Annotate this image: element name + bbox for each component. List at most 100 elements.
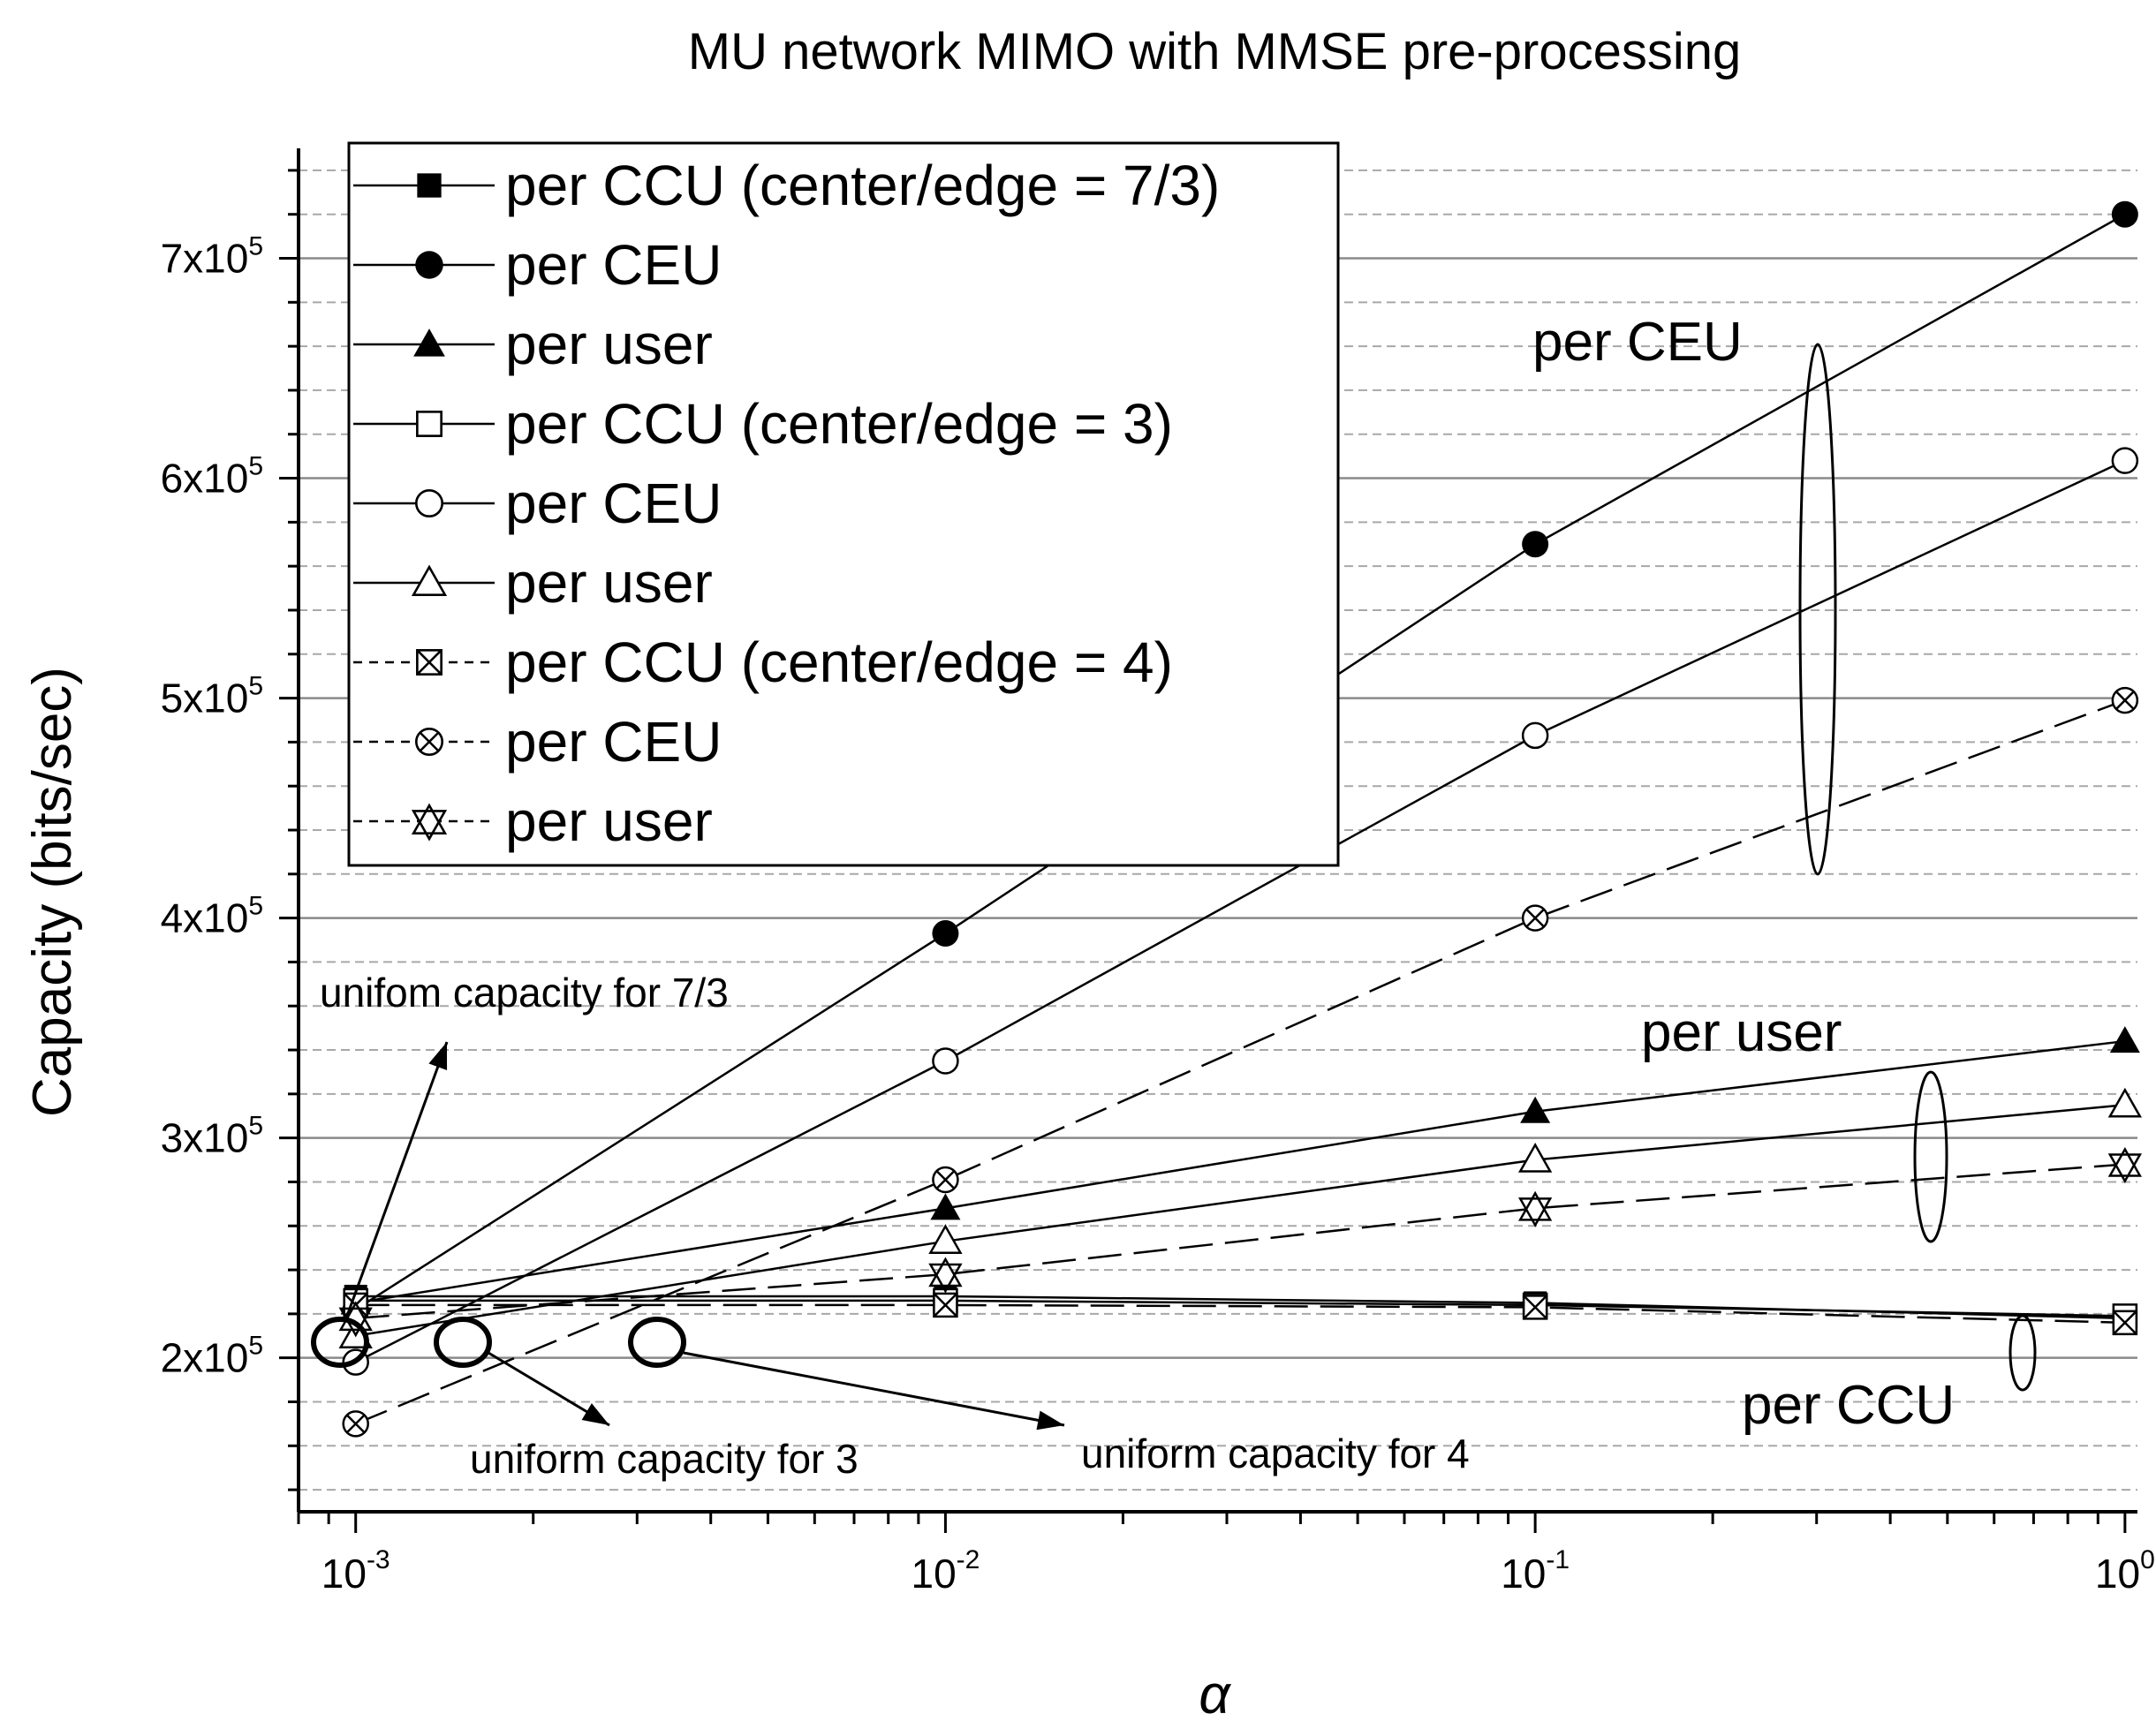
marker-cross bbox=[1525, 908, 1546, 928]
marker-cross bbox=[935, 1170, 956, 1189]
data-point-s9 bbox=[928, 1257, 963, 1294]
marker-shape bbox=[1517, 1143, 1553, 1173]
x-tick-label: 100 bbox=[2095, 1545, 2155, 1597]
legend-entry-3: per user bbox=[353, 313, 713, 376]
marker-cross bbox=[2114, 691, 2135, 710]
marker-shape bbox=[932, 1047, 959, 1075]
group-ellipse-ccu bbox=[2008, 1314, 2037, 1392]
data-point-s8 bbox=[1521, 904, 1549, 932]
x-tick-label: 10-3 bbox=[322, 1545, 390, 1597]
marker-shape bbox=[413, 328, 445, 357]
legend-marker bbox=[411, 803, 448, 842]
y-axis-title: Capacity (bits/sec) bbox=[22, 667, 83, 1117]
arrow-shaft bbox=[345, 1041, 449, 1317]
arrow-7-3 bbox=[345, 1041, 449, 1317]
marker-cross bbox=[345, 1414, 366, 1434]
arrow-head bbox=[428, 1042, 448, 1070]
data-point-s7 bbox=[2112, 1310, 2138, 1336]
annot-uniform-4: uniform capacity for 4 bbox=[1081, 1431, 1470, 1476]
series-line-5 bbox=[355, 459, 2126, 1363]
series-line-9 bbox=[355, 1163, 2125, 1320]
group-label-ccu: per CCU bbox=[1742, 1375, 1955, 1436]
data-point-s7 bbox=[933, 1292, 958, 1318]
marker-shape bbox=[2107, 1087, 2142, 1118]
x-tick-label: 10-1 bbox=[1501, 1545, 1570, 1597]
marker-shape bbox=[1520, 1096, 1551, 1123]
arrow-shaft bbox=[683, 1351, 1065, 1427]
legend-marker bbox=[415, 251, 443, 279]
legend-marker bbox=[417, 173, 442, 198]
group-label-ceu: per CEU bbox=[1532, 312, 1743, 373]
group-ellipse-ceu bbox=[1798, 343, 1837, 876]
group-label-user: per user bbox=[1641, 1002, 1842, 1063]
uniform-marker-4 bbox=[628, 1317, 686, 1368]
data-point-s6 bbox=[2107, 1087, 2142, 1118]
annotations: unifom capacity for 7/3 uniform capacity … bbox=[311, 312, 2037, 1482]
legend-label: per user bbox=[505, 551, 713, 615]
data-point-s9 bbox=[2107, 1146, 2142, 1184]
data-point-s8 bbox=[342, 1410, 369, 1438]
marker-shape bbox=[1521, 721, 1549, 750]
marker-cross bbox=[411, 810, 448, 842]
arrow-head bbox=[1036, 1410, 1064, 1431]
marker-cross bbox=[928, 1263, 963, 1294]
arrow-4 bbox=[683, 1351, 1065, 1431]
marker-cross bbox=[2107, 1153, 2142, 1184]
legend-entry-6: per user bbox=[353, 551, 713, 615]
y-tick-label: 3x105 bbox=[161, 1112, 263, 1161]
series-markers bbox=[338, 200, 2142, 1438]
legend-entry-1: per CCU (center/edge = 7/3) bbox=[353, 154, 1220, 217]
y-tick-label: 5x105 bbox=[161, 672, 263, 721]
series-line-3 bbox=[355, 1039, 2125, 1304]
data-point-s7 bbox=[1522, 1295, 1548, 1320]
legend-entry-7: per CCU (center/edge = 4) bbox=[353, 630, 1173, 694]
marker-cross bbox=[933, 1293, 958, 1318]
x-axis-ticks: 10-3 10-2 10-1 100 bbox=[297, 1512, 2155, 1597]
marker-shape bbox=[2109, 1026, 2140, 1053]
series-lines bbox=[355, 213, 2126, 1425]
legend-entry-5: per CEU bbox=[353, 472, 722, 535]
data-point-s5 bbox=[2111, 447, 2139, 474]
legend-marker bbox=[413, 328, 445, 357]
data-point-s5 bbox=[1521, 721, 1549, 750]
legend-marker bbox=[414, 727, 444, 757]
x-tick-label: 10-2 bbox=[911, 1545, 980, 1597]
data-point-s2 bbox=[2111, 200, 2138, 228]
marker-cross bbox=[416, 649, 443, 676]
group-ellipse-user bbox=[1913, 1070, 1948, 1243]
legend-marker bbox=[414, 488, 444, 518]
data-point-s6 bbox=[1517, 1143, 1553, 1173]
legend-entry-4: per CCU (center/edge = 3) bbox=[353, 392, 1173, 456]
series-line-4 bbox=[355, 1299, 2125, 1318]
data-point-s3 bbox=[1520, 1096, 1551, 1123]
data-point-s6 bbox=[928, 1224, 963, 1254]
marker-cross bbox=[1523, 1295, 1548, 1320]
chart-title: MU network MIMO with MMSE pre-processing bbox=[688, 23, 1741, 80]
arrow-head bbox=[581, 1403, 609, 1425]
data-point-s3 bbox=[2109, 1026, 2140, 1053]
uniform-marker-3 bbox=[434, 1317, 492, 1368]
legend-entry-8: per CEU bbox=[353, 710, 722, 774]
annot-uniform-7-3: unifom capacity for 7/3 bbox=[320, 970, 729, 1016]
legend-label: per CEU bbox=[505, 710, 722, 774]
y-tick-label: 4x105 bbox=[161, 892, 263, 941]
legend-box bbox=[347, 141, 1340, 867]
data-point-s9 bbox=[1517, 1190, 1553, 1227]
marker-shape bbox=[928, 1224, 963, 1254]
arrow-3 bbox=[488, 1351, 610, 1427]
y-tick-label: 2x105 bbox=[161, 1332, 263, 1381]
marker-shape bbox=[415, 251, 443, 279]
data-point-s5 bbox=[932, 1047, 959, 1075]
legend-marker bbox=[416, 649, 443, 676]
y-axis-ticks: 2x105 3x105 4x105 5x105 6x105 7x105 bbox=[161, 169, 299, 1491]
legend: per CCU (center/edge = 7/3) per CEU per us… bbox=[347, 141, 1340, 867]
data-point-s8 bbox=[932, 1166, 959, 1194]
series-line-6 bbox=[355, 1104, 2125, 1338]
legend-label: per CEU bbox=[505, 233, 722, 297]
legend-marker bbox=[411, 564, 448, 596]
legend-label: per CEU bbox=[505, 472, 722, 535]
legend-label: per CCU (center/edge = 7/3) bbox=[505, 154, 1220, 217]
data-point-s2 bbox=[1522, 531, 1549, 558]
legend-entry-9: per user bbox=[353, 789, 713, 853]
